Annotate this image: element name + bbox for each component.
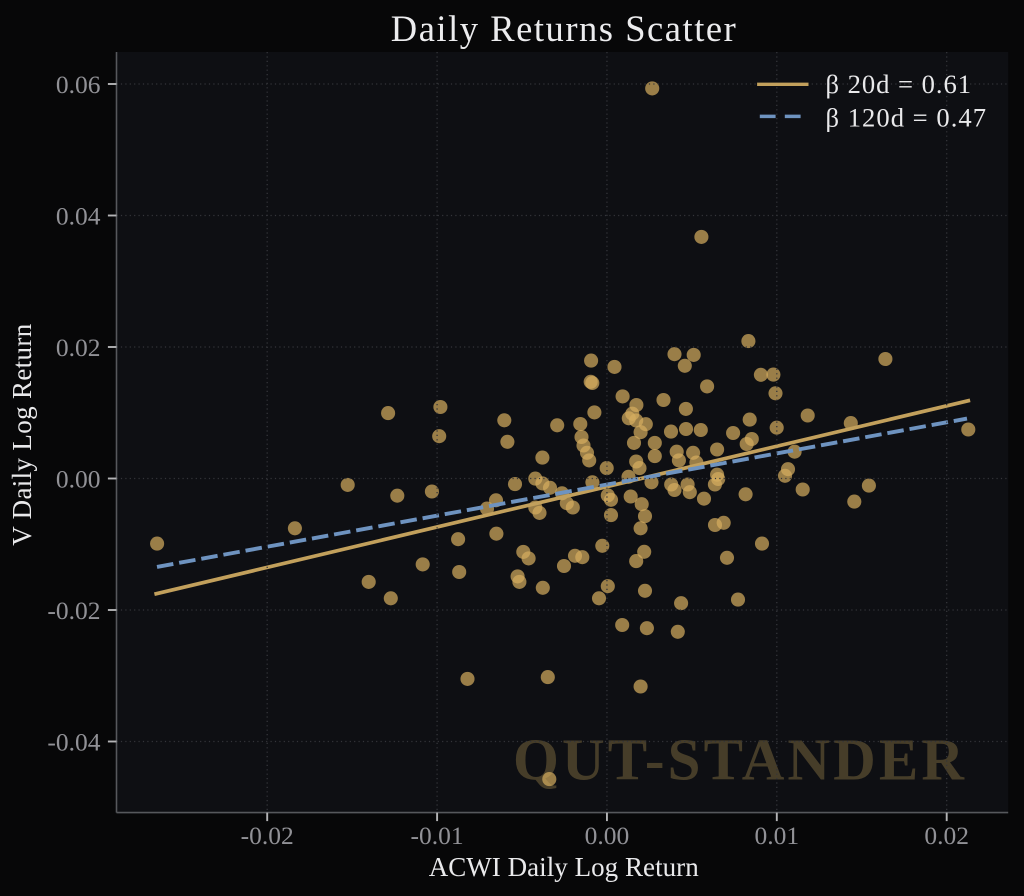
svg-text:0.02: 0.02 (924, 821, 969, 850)
svg-text:-0.04: -0.04 (47, 728, 100, 757)
svg-text:0.02: 0.02 (56, 333, 101, 362)
svg-text:-0.01: -0.01 (411, 821, 464, 850)
svg-text:0.00: 0.00 (585, 821, 630, 850)
svg-text:V Daily Log Return: V Daily Log Return (7, 323, 37, 546)
svg-text:0.04: 0.04 (56, 202, 101, 231)
svg-text:0.06: 0.06 (56, 70, 101, 99)
svg-text:-0.02: -0.02 (47, 596, 100, 625)
svg-text:0.00: 0.00 (56, 465, 101, 494)
svg-text:Daily Returns Scatter: Daily Returns Scatter (391, 8, 736, 49)
svg-text:0.01: 0.01 (754, 821, 799, 850)
svg-text:β 20d = 0.61: β 20d = 0.61 (826, 69, 972, 99)
svg-text:ACWI Daily Log Return: ACWI Daily Log Return (429, 852, 700, 882)
svg-text:-0.02: -0.02 (241, 821, 294, 850)
svg-text:β 120d = 0.47: β 120d = 0.47 (826, 103, 987, 133)
